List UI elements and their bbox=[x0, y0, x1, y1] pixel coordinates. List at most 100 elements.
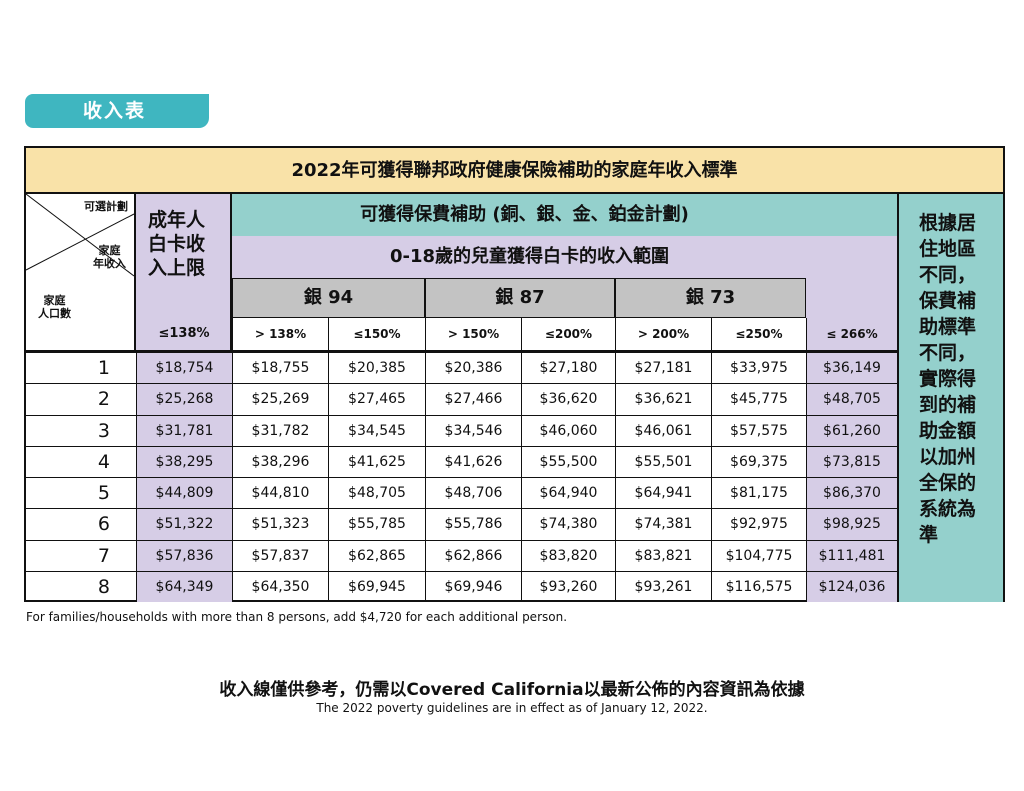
household-size: 7 bbox=[26, 539, 136, 571]
income-cell: $62,865 bbox=[328, 539, 425, 571]
income-cell: $55,785 bbox=[328, 508, 425, 540]
adult-header-text: 成年人 白卡收 入上限 bbox=[148, 209, 206, 279]
table-row: 3 $31,781 $31,782 $34,545 $34,546 $46,060 $46,… bbox=[26, 414, 897, 446]
income-cell: $81,175 bbox=[711, 477, 806, 509]
threshold-header: > 150% bbox=[425, 318, 521, 352]
income-table: 2022年可獲得聯邦政府健康保險補助的家庭年收入標準 可選計劃 家庭 年收入 家… bbox=[24, 146, 1005, 602]
income-cell: $116,575 bbox=[711, 570, 806, 602]
threshold-header: > 200% bbox=[615, 318, 711, 352]
income-cell: $62,866 bbox=[425, 539, 521, 571]
disclaimer-en: The 2022 poverty guidelines are in effec… bbox=[316, 701, 708, 715]
corner-plan-label: 可選計劃 bbox=[84, 200, 128, 213]
tier-silver-87: 銀 87 bbox=[425, 278, 615, 318]
income-cell: $92,975 bbox=[711, 508, 806, 540]
income-cell: $111,481 bbox=[806, 539, 897, 571]
table-row: 4 $38,295 $38,296 $41,625 $41,626 $55,500 $55,… bbox=[26, 445, 897, 477]
table-row: 6 $51,322 $51,323 $55,785 $55,786 $74,380 $74,… bbox=[26, 508, 897, 540]
household-size: 4 bbox=[26, 445, 136, 477]
corner-diagonal bbox=[26, 194, 135, 277]
table-row: 5 $44,809 $44,810 $48,705 $48,706 $64,940 $64,… bbox=[26, 477, 897, 509]
tier-silver-94: 銀 94 bbox=[232, 278, 425, 318]
income-cell: $64,941 bbox=[615, 477, 711, 509]
income-cell: $64,350 bbox=[232, 570, 328, 602]
income-cell: $74,381 bbox=[615, 508, 711, 540]
regional-note: 根據居 住地區 不同， 保費補 助標準 不同， 實際得 到的補 助金額 以加州 … bbox=[897, 194, 1003, 602]
adult-income-cell: $57,836 bbox=[136, 539, 232, 571]
adult-income-cell: $51,322 bbox=[136, 508, 232, 540]
income-cell: $27,465 bbox=[328, 383, 425, 415]
income-cell: $83,820 bbox=[521, 539, 615, 571]
tier-silver-73: 銀 73 bbox=[615, 278, 806, 318]
table-row: 8 $64,349 $64,350 $69,945 $69,946 $93,260 $93,… bbox=[26, 570, 897, 602]
subsidy-header: 可獲得保費補助 (銅、銀、金、鉑金計劃) bbox=[232, 194, 897, 236]
income-cell: $20,385 bbox=[328, 352, 425, 384]
threshold-header: ≤250% bbox=[711, 318, 806, 352]
income-cell: $69,946 bbox=[425, 570, 521, 602]
income-cell: $48,705 bbox=[806, 383, 897, 415]
threshold-header: ≤200% bbox=[521, 318, 615, 352]
table-row: 7 $57,836 $57,837 $62,865 $62,866 $83,820 $83,… bbox=[26, 539, 897, 571]
household-size: 3 bbox=[26, 414, 136, 446]
threshold-header: ≤ 266% bbox=[806, 318, 897, 352]
adult-income-cell: $18,754 bbox=[136, 352, 232, 384]
income-cell: $46,061 bbox=[615, 414, 711, 446]
adult-income-cell: $44,809 bbox=[136, 477, 232, 509]
household-size: 2 bbox=[26, 383, 136, 414]
income-cell: $36,621 bbox=[615, 383, 711, 415]
income-cell: $25,269 bbox=[232, 383, 328, 415]
table-title: 2022年可獲得聯邦政府健康保險補助的家庭年收入標準 bbox=[26, 148, 1003, 194]
income-cell: $44,810 bbox=[232, 477, 328, 509]
income-cell: $33,975 bbox=[711, 352, 806, 384]
income-cell: $69,945 bbox=[328, 570, 425, 602]
income-cell: $93,260 bbox=[521, 570, 615, 602]
income-cell: $93,261 bbox=[615, 570, 711, 602]
income-cell: $45,775 bbox=[711, 383, 806, 415]
regional-note-text: 根據居 住地區 不同， 保費補 助標準 不同， 實際得 到的補 助金額 以加州 … bbox=[919, 212, 977, 546]
income-cell: $51,323 bbox=[232, 508, 328, 540]
section-tab[interactable]: 收入表 bbox=[25, 94, 209, 128]
income-cell: $73,815 bbox=[806, 445, 897, 477]
income-cell: $20,386 bbox=[425, 352, 521, 384]
income-cell: $36,149 bbox=[806, 352, 897, 384]
income-cell: $55,501 bbox=[615, 445, 711, 477]
household-size: 5 bbox=[26, 477, 136, 508]
household-footnote: For families/households with more than 8… bbox=[26, 610, 568, 624]
income-cell: $55,786 bbox=[425, 508, 521, 540]
income-cell: $27,466 bbox=[425, 383, 521, 415]
income-cell: $55,500 bbox=[521, 445, 615, 477]
adult-medi-cal-header: 成年人 白卡收 入上限 ≤138% bbox=[136, 194, 232, 352]
corner-income-label: 家庭 年收入 bbox=[93, 244, 126, 270]
income-cell: $98,925 bbox=[806, 508, 897, 540]
income-cell: $57,837 bbox=[232, 539, 328, 571]
adult-income-cell: $25,268 bbox=[136, 383, 232, 415]
income-cell: $41,626 bbox=[425, 445, 521, 477]
threshold-header: > 138% bbox=[232, 318, 328, 352]
adult-income-cell: $64,349 bbox=[136, 570, 232, 602]
income-cell: $41,625 bbox=[328, 445, 425, 477]
income-cell: $38,296 bbox=[232, 445, 328, 477]
income-cell: $86,370 bbox=[806, 477, 897, 509]
table-row: 2 $25,268 $25,269 $27,465 $27,466 $36,620 $36,… bbox=[26, 383, 897, 415]
corner-household-label: 家庭 人口數 bbox=[38, 294, 71, 320]
income-cell: $83,821 bbox=[615, 539, 711, 571]
income-cell: $124,036 bbox=[806, 570, 897, 602]
income-cell: $61,260 bbox=[806, 414, 897, 446]
income-cell: $31,782 bbox=[232, 414, 328, 446]
income-cell: $69,375 bbox=[711, 445, 806, 477]
household-size: 1 bbox=[26, 352, 136, 383]
table-row: 1 $18,754 $18,755 $20,385 $20,386 $27,180 $27,… bbox=[26, 352, 897, 384]
corner-header: 可選計劃 家庭 年收入 家庭 人口數 bbox=[26, 194, 136, 352]
income-cell: $27,180 bbox=[521, 352, 615, 384]
household-size: 8 bbox=[26, 570, 136, 602]
adult-income-cell: $31,781 bbox=[136, 414, 232, 446]
income-cell: $64,940 bbox=[521, 477, 615, 509]
income-cell: $104,775 bbox=[711, 539, 806, 571]
adult-threshold: ≤138% bbox=[158, 326, 210, 341]
tier-gap bbox=[806, 278, 897, 318]
income-cell: $36,620 bbox=[521, 383, 615, 415]
household-size: 6 bbox=[26, 508, 136, 539]
disclaimer-zh: 收入線僅供參考，仍需以Covered California以最新公佈的內容資訊為… bbox=[219, 680, 805, 700]
income-cell: $74,380 bbox=[521, 508, 615, 540]
income-cell: $48,705 bbox=[328, 477, 425, 509]
income-cell: $34,546 bbox=[425, 414, 521, 446]
